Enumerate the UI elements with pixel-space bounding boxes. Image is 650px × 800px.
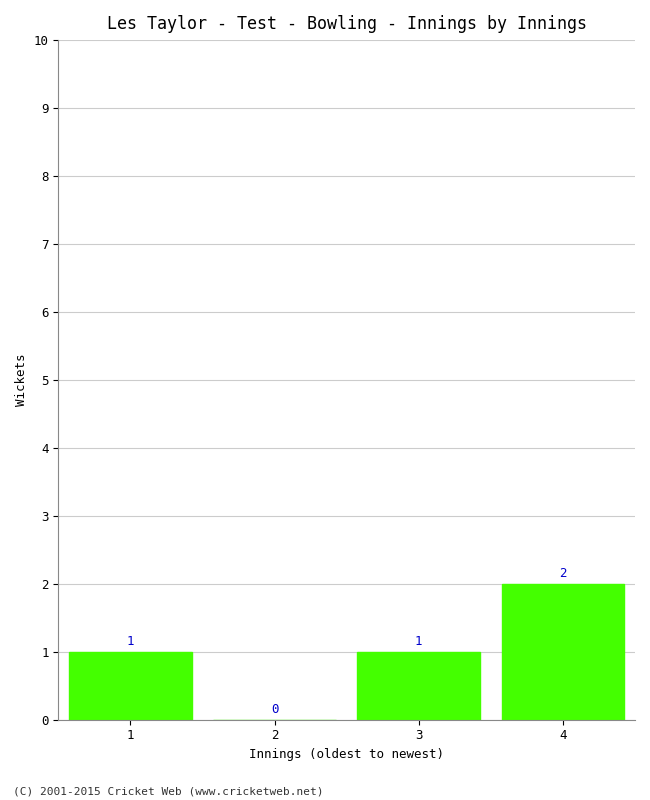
Text: (C) 2001-2015 Cricket Web (www.cricketweb.net): (C) 2001-2015 Cricket Web (www.cricketwe… xyxy=(13,786,324,796)
Y-axis label: Wickets: Wickets xyxy=(15,354,28,406)
Text: 1: 1 xyxy=(127,634,134,648)
Text: 1: 1 xyxy=(415,634,422,648)
Bar xyxy=(502,584,624,720)
Title: Les Taylor - Test - Bowling - Innings by Innings: Les Taylor - Test - Bowling - Innings by… xyxy=(107,15,587,33)
Text: 0: 0 xyxy=(271,702,278,716)
Text: 2: 2 xyxy=(559,566,567,580)
Bar xyxy=(69,652,192,720)
X-axis label: Innings (oldest to newest): Innings (oldest to newest) xyxy=(249,748,444,761)
Bar xyxy=(358,652,480,720)
